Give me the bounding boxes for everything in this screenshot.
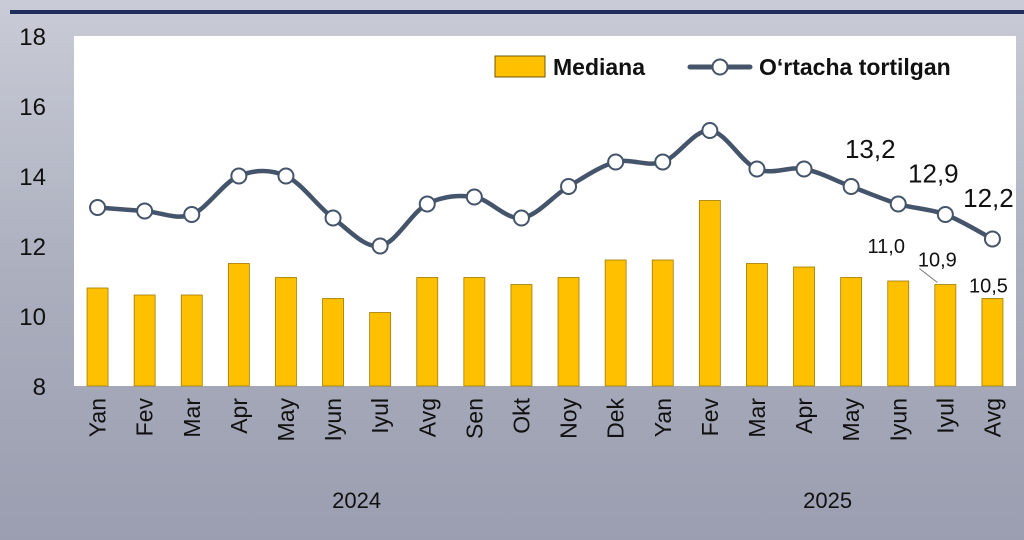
line-point-6 bbox=[324, 209, 342, 227]
x-axis-ticks: Yan Fev Mar Apr May Iyun Iyul Avg Sen Okt Noy Dek Ya… bbox=[85, 397, 1006, 441]
x-tick-label-18: Iyun bbox=[885, 398, 911, 441]
bar-17 bbox=[840, 277, 863, 387]
y-axis-ticks: 8 10 12 14 16 18 bbox=[19, 24, 46, 401]
bar-5 bbox=[275, 277, 297, 387]
legend-marker-ortacha bbox=[711, 58, 729, 76]
x-tick-label-1: Yan bbox=[85, 398, 111, 437]
bar-20 bbox=[981, 298, 1004, 387]
bar-19 bbox=[934, 284, 957, 387]
bar-1 bbox=[86, 287, 109, 387]
x-tick-label-19: Iyul bbox=[932, 398, 958, 434]
line-data-label: 13,2 bbox=[845, 134, 896, 164]
line-point-14 bbox=[701, 122, 719, 139]
line-point-9 bbox=[465, 188, 483, 206]
bar-15 bbox=[746, 263, 768, 387]
bar-9 bbox=[463, 277, 486, 387]
line-point-13 bbox=[654, 153, 672, 171]
bar-11 bbox=[557, 277, 580, 387]
line-point-7 bbox=[371, 237, 389, 255]
legend-label-ortacha: O‘rtacha tortilgan bbox=[759, 54, 951, 80]
bar-2 bbox=[133, 294, 156, 387]
line-data-label: 12,2 bbox=[963, 183, 1014, 213]
line-point-18 bbox=[889, 195, 907, 213]
leader-line bbox=[919, 268, 938, 283]
line-point-12 bbox=[607, 153, 625, 171]
line-point-20 bbox=[983, 230, 1001, 248]
y-tick-label: 18 bbox=[19, 24, 46, 51]
line-point-1 bbox=[89, 199, 107, 216]
plot-area bbox=[74, 36, 1016, 386]
line-series-ortacha bbox=[89, 122, 1001, 255]
line-point-3 bbox=[183, 206, 201, 223]
y-tick-label: 8 bbox=[33, 374, 46, 401]
line-point-8 bbox=[418, 195, 436, 213]
line-point-5 bbox=[277, 167, 295, 185]
line-point-11 bbox=[560, 178, 578, 195]
bar-16 bbox=[793, 266, 815, 387]
legend-label-mediana: Mediana bbox=[553, 54, 645, 80]
bar-4 bbox=[227, 263, 250, 387]
x-tick-label-14: Fev bbox=[697, 398, 723, 437]
x-tick-label-12: Dek bbox=[603, 398, 629, 439]
line-point-2 bbox=[136, 202, 154, 220]
bar-data-label: 10,5 bbox=[969, 276, 1008, 298]
bar-8 bbox=[416, 277, 439, 387]
y-tick-label: 16 bbox=[19, 94, 46, 121]
y-tick-label: 14 bbox=[19, 164, 46, 191]
x-tick-label-6: Iyun bbox=[320, 398, 346, 441]
x-tick-label-2: Fev bbox=[132, 398, 158, 437]
bar-series-mediana bbox=[86, 200, 1004, 387]
bar-12 bbox=[604, 259, 627, 387]
year-label: 2024 bbox=[332, 488, 381, 513]
x-tick-label-9: Sen bbox=[461, 398, 487, 439]
data-labels: 13,2 12,912,2 11,0 10,9 10,5 bbox=[845, 134, 1014, 298]
x-tick-label-8: Avg bbox=[414, 398, 440, 437]
bar-data-label: 10,9 bbox=[918, 250, 957, 272]
line-point-4 bbox=[230, 167, 248, 185]
line-point-17 bbox=[842, 178, 860, 195]
bar-13 bbox=[651, 259, 674, 387]
line-point-16 bbox=[795, 160, 813, 178]
line-point-10 bbox=[512, 209, 530, 227]
x-tick-label-11: Noy bbox=[556, 398, 582, 439]
bar-14 bbox=[698, 200, 721, 387]
x-tick-label-7: Iyul bbox=[367, 398, 393, 434]
bar-10 bbox=[510, 284, 533, 387]
top-accent-bar bbox=[10, 10, 1024, 14]
bar-3 bbox=[180, 294, 203, 387]
x-tick-label-17: May bbox=[838, 398, 864, 442]
x-tick-label-16: Apr bbox=[791, 398, 817, 434]
x-tick-label-10: Okt bbox=[508, 397, 534, 433]
x-tick-label-20: Avg bbox=[979, 398, 1005, 437]
x-tick-label-15: Mar bbox=[744, 398, 770, 438]
y-tick-label: 10 bbox=[19, 304, 46, 331]
x-tick-label-3: Mar bbox=[179, 398, 205, 438]
line-point-19 bbox=[936, 206, 954, 223]
bar-6 bbox=[322, 298, 344, 387]
year-label: 2025 bbox=[803, 488, 852, 513]
line-data-label: 12,9 bbox=[908, 159, 959, 189]
line-point-15 bbox=[748, 160, 766, 178]
legend: Mediana O‘rtacha tortilgan bbox=[494, 54, 951, 80]
x-tick-label-5: May bbox=[273, 398, 299, 442]
bar-7 bbox=[369, 312, 392, 387]
y-tick-label: 12 bbox=[19, 234, 46, 261]
x-tick-label-4: Apr bbox=[226, 398, 252, 434]
bar-data-label: 11,0 bbox=[868, 236, 905, 258]
x-axis-years: 2024 2025 bbox=[332, 488, 852, 513]
bar-18 bbox=[887, 280, 910, 387]
legend-swatch-mediana bbox=[494, 55, 546, 78]
x-tick-label-13: Yan bbox=[650, 398, 676, 437]
